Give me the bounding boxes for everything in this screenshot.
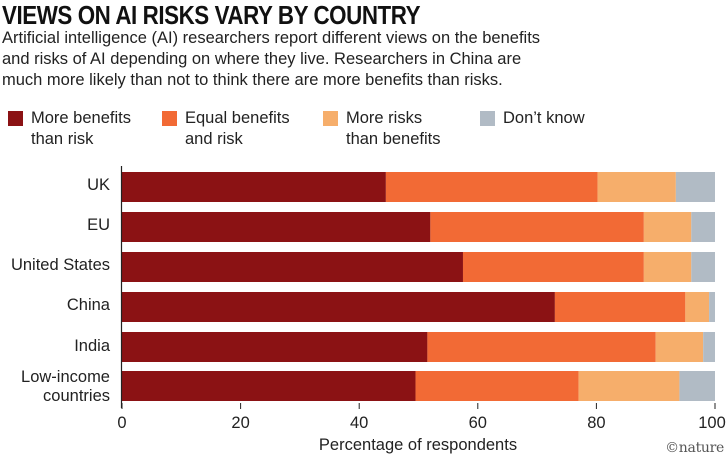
category-label-eu: EU bbox=[87, 216, 110, 235]
legend-label: than benefits bbox=[346, 130, 441, 148]
legend-label: More risks bbox=[346, 109, 423, 127]
category-label-text: countries bbox=[43, 387, 110, 405]
nature-credit: ©nature bbox=[665, 440, 724, 456]
bar-segment bbox=[385, 172, 598, 202]
category-label-india: India bbox=[74, 337, 110, 356]
bar-segment bbox=[122, 371, 416, 401]
subtitle-line: much more likely than not to think there… bbox=[2, 71, 503, 89]
bar-segment bbox=[709, 292, 715, 322]
category-label-text: UK bbox=[87, 176, 110, 194]
bar-segment bbox=[675, 172, 715, 202]
legend-item-dont-know: Don’t know bbox=[480, 108, 585, 129]
legend-label: and risk bbox=[185, 130, 243, 148]
bar-segment bbox=[578, 371, 680, 401]
bar-segment bbox=[691, 212, 715, 242]
category-label-china: China bbox=[67, 296, 110, 315]
legend-item-more-risks: More risks than benefits bbox=[323, 108, 441, 150]
bar-segment bbox=[122, 292, 555, 322]
legend-swatch bbox=[480, 111, 495, 126]
category-label-low-income: Low-income countries bbox=[21, 368, 110, 406]
bar-segment bbox=[122, 212, 431, 242]
bar-segment bbox=[655, 332, 704, 362]
subtitle-line: Artificial intelligence (AI) researchers… bbox=[2, 29, 541, 47]
x-axis-label: Percentage of respondents bbox=[318, 436, 518, 454]
bar-segment bbox=[122, 172, 386, 202]
category-label-text: EU bbox=[87, 216, 110, 234]
x-tick-label: 100 bbox=[698, 414, 726, 432]
legend-label: Don’t know bbox=[503, 109, 585, 127]
bar-segment bbox=[679, 371, 715, 401]
bar-segment bbox=[415, 371, 579, 401]
bar-segment bbox=[703, 332, 715, 362]
chart-title: VIEWS ON AI RISKS VARY BY COUNTRY bbox=[2, 0, 421, 30]
legend-item-more-benefits: More benefits than risk bbox=[8, 108, 131, 150]
bar-segment bbox=[427, 332, 656, 362]
bar-segment bbox=[643, 212, 692, 242]
category-label-text: China bbox=[66, 296, 110, 314]
bar-segment bbox=[430, 212, 644, 242]
x-tick-label: 80 bbox=[587, 414, 606, 432]
legend-swatch bbox=[8, 111, 23, 126]
x-tick-label: 0 bbox=[117, 414, 127, 432]
x-tick-label: 20 bbox=[231, 414, 250, 432]
chart-subtitle: Artificial intelligence (AI) researchers… bbox=[2, 28, 702, 91]
legend-swatch bbox=[162, 111, 177, 126]
category-label-text: Low-income bbox=[21, 368, 110, 386]
legend-item-equal: Equal benefits and risk bbox=[162, 108, 290, 150]
legend-swatch bbox=[323, 111, 338, 126]
bar-segment bbox=[122, 332, 428, 362]
subtitle-line: and risks of AI depending on where they … bbox=[2, 50, 522, 68]
x-tick-label: 40 bbox=[350, 414, 369, 432]
legend-label: More benefits bbox=[31, 109, 131, 127]
legend-label: Equal benefits bbox=[185, 109, 290, 127]
x-tick-label: 60 bbox=[468, 414, 487, 432]
bar-segment bbox=[554, 292, 686, 322]
bar-segment bbox=[685, 292, 710, 322]
category-label-text: United States bbox=[10, 256, 110, 274]
bar-segment bbox=[462, 252, 644, 282]
bar-segment bbox=[691, 252, 715, 282]
category-label-uk: UK bbox=[87, 176, 110, 195]
category-label-us: United States bbox=[11, 256, 110, 275]
bar-segment bbox=[122, 252, 463, 282]
category-label-text: India bbox=[74, 337, 110, 355]
bar-segment bbox=[597, 172, 676, 202]
legend-label: than risk bbox=[31, 130, 94, 148]
bar-segment bbox=[643, 252, 692, 282]
